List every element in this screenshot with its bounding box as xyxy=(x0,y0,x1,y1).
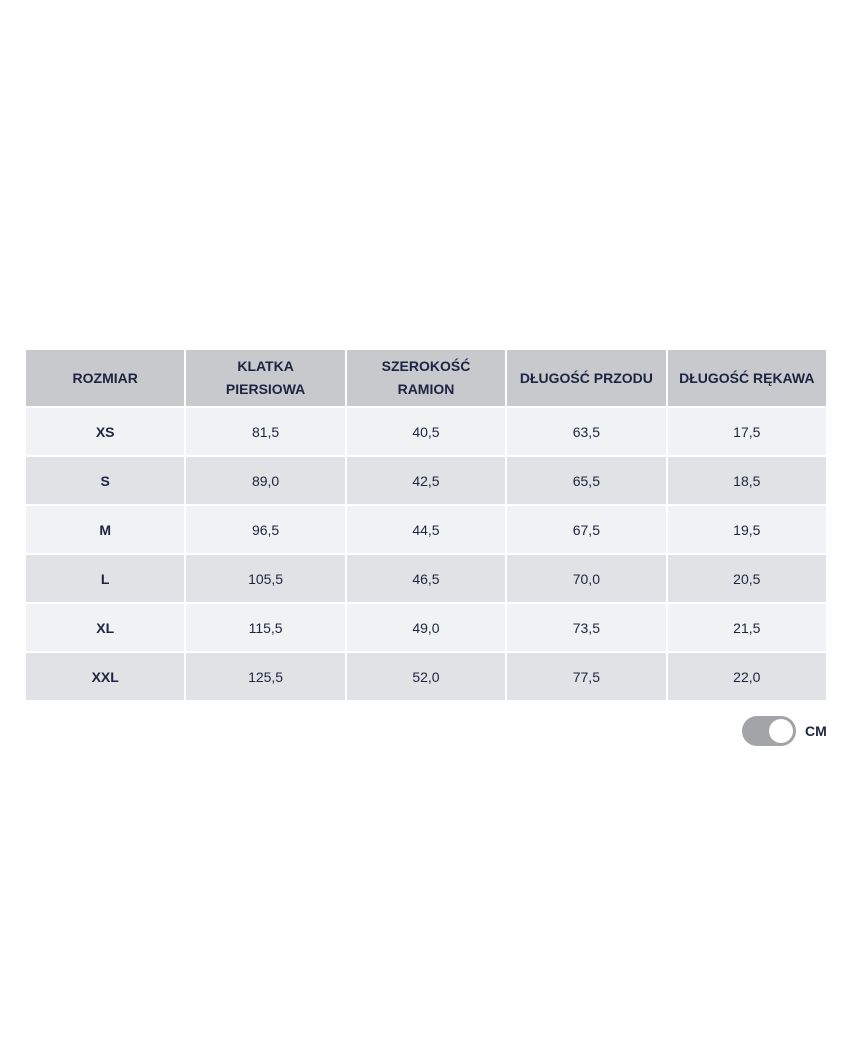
size-chart-table: ROZMIAR KLATKA PIERSIOWA SZEROKOŚĆ RAMIO… xyxy=(23,348,829,702)
cell-size: S xyxy=(23,455,187,506)
toggle-knob xyxy=(769,719,793,743)
cell-size: XL xyxy=(23,602,187,653)
cell-front-length: 70,0 xyxy=(505,553,668,604)
cell-size: L xyxy=(23,553,187,604)
cell-front-length: 63,5 xyxy=(505,406,668,457)
header-chest: KLATKA PIERSIOWA xyxy=(184,348,347,408)
cell-sleeve-length: 18,5 xyxy=(665,455,829,506)
cell-chest: 125,5 xyxy=(184,651,347,702)
cell-chest: 81,5 xyxy=(184,406,347,457)
table-row: M 96,5 44,5 67,5 19,5 xyxy=(23,504,829,555)
cell-chest: 89,0 xyxy=(184,455,347,506)
cell-sleeve-length: 19,5 xyxy=(665,504,829,555)
unit-toggle[interactable] xyxy=(742,716,796,746)
header-sleeve-length: DŁUGOŚĆ RĘKAWA xyxy=(665,348,829,408)
table-row: L 105,5 46,5 70,0 20,5 xyxy=(23,553,829,604)
cell-shoulder-width: 49,0 xyxy=(344,602,508,653)
cell-shoulder-width: 46,5 xyxy=(344,553,508,604)
header-size: ROZMIAR xyxy=(23,348,187,408)
cell-shoulder-width: 40,5 xyxy=(344,406,508,457)
table-row: XS 81,5 40,5 63,5 17,5 xyxy=(23,406,829,457)
cell-front-length: 65,5 xyxy=(505,455,668,506)
cell-sleeve-length: 17,5 xyxy=(665,406,829,457)
header-front-length: DŁUGOŚĆ PRZODU xyxy=(505,348,668,408)
cell-sleeve-length: 22,0 xyxy=(665,651,829,702)
cell-front-length: 67,5 xyxy=(505,504,668,555)
cell-shoulder-width: 52,0 xyxy=(344,651,508,702)
cell-size: XS xyxy=(23,406,187,457)
unit-switch: CM xyxy=(742,716,827,746)
table-row: XL 115,5 49,0 73,5 21,5 xyxy=(23,602,829,653)
cell-chest: 105,5 xyxy=(184,553,347,604)
header-row: ROZMIAR KLATKA PIERSIOWA SZEROKOŚĆ RAMIO… xyxy=(23,348,829,408)
cell-sleeve-length: 20,5 xyxy=(665,553,829,604)
cell-size: XXL xyxy=(23,651,187,702)
unit-label: CM xyxy=(805,723,827,739)
cell-front-length: 77,5 xyxy=(505,651,668,702)
cell-size: M xyxy=(23,504,187,555)
cell-sleeve-length: 21,5 xyxy=(665,602,829,653)
cell-chest: 96,5 xyxy=(184,504,347,555)
table-row: S 89,0 42,5 65,5 18,5 xyxy=(23,455,829,506)
cell-chest: 115,5 xyxy=(184,602,347,653)
table-row: XXL 125,5 52,0 77,5 22,0 xyxy=(23,651,829,702)
header-shoulder-width: SZEROKOŚĆ RAMION xyxy=(344,348,508,408)
cell-shoulder-width: 44,5 xyxy=(344,504,508,555)
cell-front-length: 73,5 xyxy=(505,602,668,653)
cell-shoulder-width: 42,5 xyxy=(344,455,508,506)
